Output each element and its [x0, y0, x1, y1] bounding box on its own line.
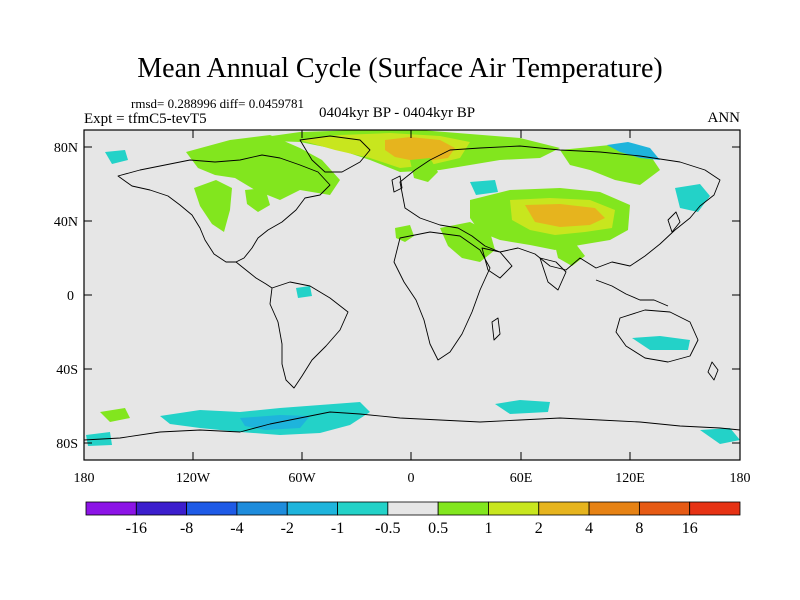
- cool-anomaly-patches: [86, 142, 740, 446]
- colorbar-swatch: [488, 501, 540, 516]
- lat-label-40n: 40N: [54, 215, 78, 230]
- patch-scandinavia: [410, 158, 438, 182]
- lat-label-40s: 40S: [56, 363, 78, 378]
- map-background: [84, 130, 740, 460]
- colorbar-swatch: [638, 501, 691, 516]
- lon-labels: 180 120W 60W 0 60E 120E 180: [74, 471, 751, 486]
- patch-north-siberia-cool: [607, 142, 660, 160]
- colorbar-labels: -16 -8 -4 -2 -1 -0.5 0.5 1 2 4 8 16: [126, 520, 698, 537]
- patch-antarctic-east-cool: [700, 428, 740, 444]
- colorbar-swatch: [437, 501, 489, 516]
- colorbar-swatch: [236, 501, 288, 516]
- patch-central-asia-orange: [525, 204, 605, 227]
- lon-label-120w: 120W: [176, 471, 211, 486]
- colorbar-label: -1: [331, 520, 344, 537]
- period-label: 0404kyr BP - 0404kyr BP: [319, 105, 476, 121]
- colorbar: [85, 501, 741, 516]
- colorbar-label: -16: [126, 520, 147, 537]
- patch-west-canada: [245, 188, 270, 212]
- colorbar-label: 8: [635, 520, 643, 537]
- patch-central-asia-cool: [470, 180, 498, 195]
- colorbar-swatch: [186, 501, 238, 516]
- patch-antarctic-warm: [100, 408, 130, 422]
- map-title: Mean Annual Cycle (Surface Air Temperatu…: [137, 53, 663, 84]
- colorbar-label: -0.5: [375, 520, 400, 537]
- colorbar-label: -4: [230, 520, 243, 537]
- coast-india: [539, 257, 567, 291]
- colorbar-swatch: [689, 501, 741, 516]
- lon-label-180e: 180: [730, 471, 751, 486]
- colorbar-swatch: [286, 501, 338, 516]
- lat-label-80s: 80S: [56, 437, 78, 452]
- colorbar-label: 1: [484, 520, 492, 537]
- coast-arabia: [481, 247, 513, 279]
- colorbar-label: -2: [281, 520, 294, 537]
- patch-australia-cool: [632, 336, 690, 350]
- coast-se-asia: [595, 279, 669, 307]
- coast-japan: [667, 211, 681, 233]
- lon-label-120e: 120E: [615, 471, 645, 486]
- coast-north-america: [117, 154, 331, 263]
- coast-africa: [393, 231, 491, 361]
- patch-antarctic-cool-2: [240, 415, 310, 430]
- stats-line: rmsd= 0.288996 diff= 0.0459781: [131, 96, 304, 111]
- coastlines: [83, 135, 741, 441]
- patch-bering-cool: [105, 150, 128, 164]
- colorbar-swatch: [135, 501, 188, 516]
- coast-antarctica: [83, 411, 741, 441]
- experiment-label: Expt = tfmC5-tevT5: [84, 111, 207, 127]
- colorbar-swatch: [337, 501, 389, 516]
- colorbar-label: 0.5: [428, 520, 448, 537]
- colorbar-swatch: [588, 501, 640, 516]
- colorbar-label: 4: [585, 520, 593, 537]
- coast-australia: [615, 309, 699, 363]
- lon-label-0: 0: [408, 471, 415, 486]
- season-label: ANN: [707, 110, 741, 126]
- colorbar-label: 16: [682, 520, 698, 537]
- lat-ticks: [84, 146, 740, 444]
- warm-anomaly-patches: [100, 130, 660, 422]
- patch-alaska: [194, 180, 232, 232]
- colorbar-swatch: [387, 501, 439, 516]
- coast-south-america: [269, 281, 349, 389]
- colorbar-label: -8: [180, 520, 193, 537]
- coast-new-zealand: [707, 361, 719, 381]
- patch-north-america-arctic: [186, 135, 340, 200]
- coast-greenland: [299, 135, 371, 173]
- lat-label-80n: 80N: [54, 141, 78, 156]
- lat-label-0: 0: [67, 289, 74, 304]
- coast-madagascar: [491, 317, 501, 341]
- coast-eurasia: [399, 145, 721, 271]
- lon-label-60e: 60E: [510, 471, 533, 486]
- coast-british-isles: [391, 175, 403, 193]
- colorbar-swatch: [85, 501, 137, 516]
- lon-ticks: [83, 130, 741, 460]
- colorbar-label: 2: [535, 520, 543, 537]
- coast-central-america: [235, 261, 273, 289]
- lon-label-60w: 60W: [288, 471, 316, 486]
- lon-label-180w: 180: [74, 471, 95, 486]
- lat-labels: 80N 40N 0 40S 80S: [54, 141, 78, 452]
- patch-south-america-cool: [296, 286, 312, 298]
- colorbar-swatch: [538, 501, 590, 516]
- patch-southern-ocean-cool: [495, 400, 550, 414]
